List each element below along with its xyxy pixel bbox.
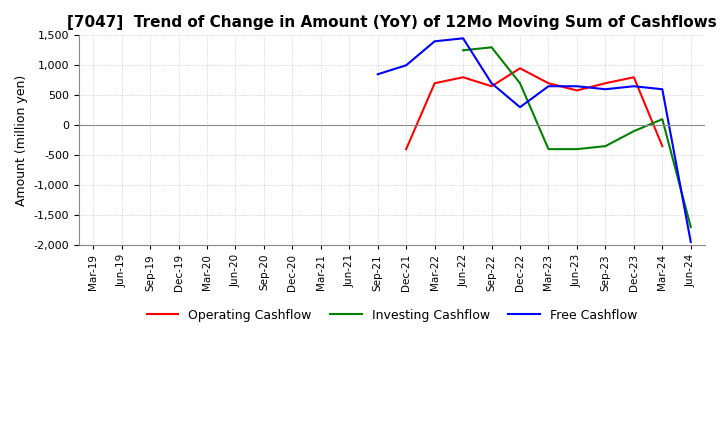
Free Cashflow <box>459 36 467 41</box>
Investing Cashflow <box>516 81 524 86</box>
Operating Cashflow <box>459 75 467 80</box>
Operating Cashflow <box>629 75 638 80</box>
Free Cashflow <box>601 87 610 92</box>
Investing Cashflow <box>629 128 638 134</box>
Free Cashflow <box>629 84 638 89</box>
Operating Cashflow <box>516 66 524 71</box>
Line: Free Cashflow: Free Cashflow <box>378 38 690 242</box>
Legend: Operating Cashflow, Investing Cashflow, Free Cashflow: Operating Cashflow, Investing Cashflow, … <box>142 304 642 327</box>
Free Cashflow <box>402 62 410 68</box>
Free Cashflow <box>487 81 496 86</box>
Free Cashflow <box>544 84 553 89</box>
Free Cashflow <box>686 239 695 245</box>
Investing Cashflow <box>601 143 610 149</box>
Free Cashflow <box>374 72 382 77</box>
Operating Cashflow <box>402 147 410 152</box>
Free Cashflow <box>431 39 439 44</box>
Operating Cashflow <box>572 88 581 93</box>
Investing Cashflow <box>544 147 553 152</box>
Y-axis label: Amount (million yen): Amount (million yen) <box>15 74 28 206</box>
Free Cashflow <box>658 87 667 92</box>
Investing Cashflow <box>572 147 581 152</box>
Investing Cashflow <box>686 224 695 230</box>
Free Cashflow <box>516 105 524 110</box>
Operating Cashflow <box>601 81 610 86</box>
Line: Operating Cashflow: Operating Cashflow <box>406 68 662 149</box>
Investing Cashflow <box>658 117 667 122</box>
Operating Cashflow <box>544 81 553 86</box>
Investing Cashflow <box>487 45 496 50</box>
Free Cashflow <box>572 84 581 89</box>
Operating Cashflow <box>487 84 496 89</box>
Line: Investing Cashflow: Investing Cashflow <box>463 48 690 227</box>
Title: [7047]  Trend of Change in Amount (YoY) of 12Mo Moving Sum of Cashflows: [7047] Trend of Change in Amount (YoY) o… <box>67 15 717 30</box>
Operating Cashflow <box>658 143 667 149</box>
Investing Cashflow <box>459 48 467 53</box>
Operating Cashflow <box>431 81 439 86</box>
